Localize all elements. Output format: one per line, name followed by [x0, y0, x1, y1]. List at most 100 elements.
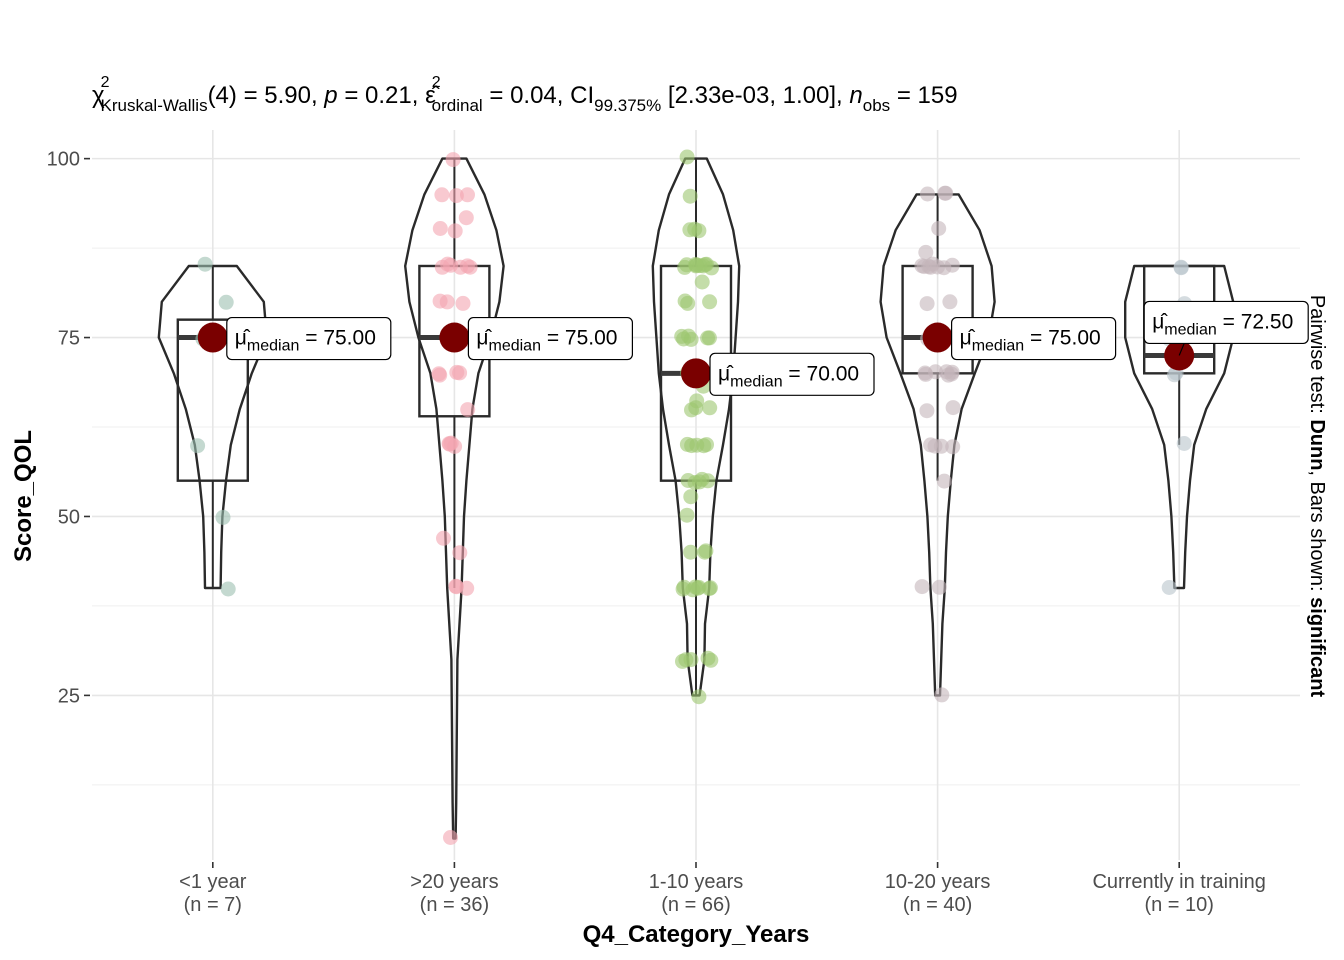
x-tick-count-label: (n = 36) [420, 894, 489, 916]
data-point [914, 579, 930, 595]
median-label-value: = 75.00 [1024, 327, 1100, 350]
data-point [688, 400, 704, 416]
data-point [440, 256, 456, 272]
caption-part-2: Dunn [1306, 419, 1328, 470]
data-point [928, 364, 943, 380]
median-label-sub: median [730, 373, 782, 390]
data-point [675, 581, 691, 597]
median-point [681, 358, 711, 389]
data-point [687, 221, 703, 237]
data-point [460, 187, 475, 203]
caption-part-1: Pairwise test: [1306, 295, 1328, 419]
x-tick-count-label: (n = 40) [903, 894, 972, 916]
y-axis: 25 50 75 100 [47, 149, 90, 707]
x-axis-title: Q4_Category_Years [583, 921, 810, 948]
data-point [683, 489, 699, 505]
data-point [452, 545, 468, 561]
data-point [697, 544, 713, 560]
data-point [944, 257, 960, 273]
data-point [923, 437, 939, 453]
data-point [702, 580, 718, 596]
box [176, 318, 250, 482]
median-label: μ̂median = 75.00 [960, 327, 1101, 355]
data-point [436, 530, 451, 546]
caption-part-4: significant [1306, 597, 1328, 697]
data-point [920, 186, 935, 202]
data-point [455, 295, 471, 311]
x-tick-label: >20 years [410, 871, 498, 893]
y-tick-label: 25 [58, 685, 80, 707]
data-point [220, 581, 236, 597]
data-point [702, 294, 718, 310]
data-point [684, 438, 700, 454]
median-label-sub: median [1164, 321, 1216, 338]
data-point [936, 473, 952, 489]
median-label: μ̂median = 75.00 [235, 327, 376, 355]
data-point [700, 650, 716, 666]
data-point [931, 579, 947, 595]
median-label-value: = 72.50 [1217, 310, 1293, 333]
median-label: μ̂median = 70.00 [718, 362, 859, 390]
y-axis-title: Score_QOL [10, 430, 37, 562]
median-label-value: = 70.00 [783, 362, 859, 385]
x-tick-label: 10-20 years [885, 871, 991, 893]
subtitle-part2: = 0.21, [338, 82, 425, 109]
median-label-value: = 75.00 [541, 327, 617, 350]
data-point [919, 296, 935, 312]
data-point [945, 400, 961, 416]
group-1 [404, 152, 505, 845]
data-point [460, 402, 476, 418]
data-point [448, 188, 464, 204]
data-point [945, 439, 961, 455]
groups [157, 149, 1235, 845]
median-label-sub: median [489, 338, 541, 355]
data-point [1161, 580, 1177, 595]
data-point [702, 400, 718, 416]
data-point [432, 293, 448, 309]
data-point [432, 221, 448, 236]
data-point [431, 366, 447, 382]
median-label-box [1143, 300, 1309, 345]
subtitle-n-sub: obs [863, 96, 890, 115]
data-point [700, 330, 716, 346]
data-point [458, 210, 474, 226]
median-point [439, 322, 470, 353]
data-point [679, 507, 695, 523]
data-point [434, 187, 450, 203]
y-tick-label: 75 [58, 328, 80, 350]
median-labels: μ̂median = 75.00 μ̂median = 75.00 μ̂median… [226, 300, 1309, 396]
subtitle-p: p [323, 82, 337, 109]
data-point [682, 188, 698, 204]
data-point [691, 689, 707, 705]
violin [879, 193, 996, 697]
violin [157, 264, 268, 590]
y-tick-label: 100 [47, 149, 80, 171]
data-point [683, 544, 699, 560]
median-label: μ̂median = 75.00 [476, 327, 617, 355]
data-point [190, 438, 206, 454]
median-point [197, 322, 228, 353]
subtitle-eps-sup: 2 [432, 74, 441, 91]
x-tick-label: <1 year [179, 871, 247, 893]
data-point [690, 580, 706, 596]
caption: Pairwise test: Dunn, Bars shown: signifi… [1306, 295, 1328, 698]
data-point [218, 294, 234, 310]
median-label-box [950, 316, 1117, 361]
median-label-value: = 75.00 [299, 327, 375, 350]
median-label-leader [1178, 343, 1185, 356]
caption-part-3: , Bars shown: [1306, 470, 1328, 597]
x-tick-label: 1-10 years [649, 871, 744, 893]
group-3 [879, 185, 996, 703]
subtitle-chi: χ [92, 82, 105, 109]
data-point [939, 364, 954, 380]
chart-subtitle: χ2 Kruskal-Wallis(4) = 5.90, p = 0.21, ε̂… [92, 74, 958, 115]
subtitle-chi-sup: 2 [101, 74, 110, 91]
data-point [925, 256, 941, 272]
data-point [447, 223, 463, 239]
subtitle-part3: = 0.04, CI [483, 82, 594, 109]
median-label-box [467, 316, 633, 361]
data-point [1176, 436, 1192, 451]
data-point [453, 259, 468, 275]
x-tick-count-label: (n = 66) [661, 894, 730, 916]
median-point [922, 322, 953, 353]
